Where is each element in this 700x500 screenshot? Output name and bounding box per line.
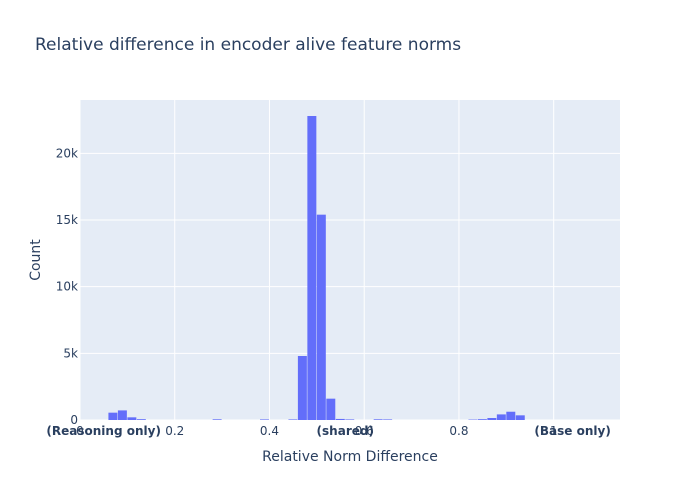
histogram-bar	[506, 411, 516, 420]
y-tick-label: 0	[70, 413, 78, 427]
x-axis-title: Relative Norm Difference	[262, 449, 438, 465]
histogram-bar	[335, 418, 345, 420]
histogram-bars	[108, 116, 525, 420]
y-axis-ticks: 0 5k 10k 15k 20k	[56, 146, 78, 427]
x-tick-label: 0.2	[165, 424, 184, 438]
region-annotation: (Base only)	[534, 424, 610, 438]
y-tick-label: 20k	[56, 146, 78, 160]
histogram-bar	[487, 418, 497, 420]
histogram-bar	[127, 417, 137, 420]
chart-title: Relative difference in encoder alive fea…	[35, 35, 461, 55]
histogram-bar	[117, 410, 127, 420]
histogram-bar	[316, 214, 326, 420]
plot-area	[80, 100, 620, 420]
histogram-bar	[477, 419, 487, 420]
histogram-bar	[288, 419, 298, 420]
region-annotation: (Reasoning only)	[46, 424, 161, 438]
histogram-bar	[383, 419, 393, 420]
histogram-bar	[260, 419, 269, 420]
histogram-bar	[212, 419, 222, 420]
histogram-bar	[515, 415, 525, 420]
x-tick-label: 0.8	[449, 424, 468, 438]
y-tick-label: 5k	[63, 346, 78, 360]
region-annotation: (shared)	[317, 424, 374, 438]
x-tick-label: 0.4	[260, 424, 279, 438]
x-tick-label: 0.6	[355, 424, 374, 438]
y-axis-title: Count	[28, 239, 44, 281]
histogram-bar	[297, 356, 307, 420]
histogram-bar	[373, 419, 383, 420]
histogram-bar	[307, 116, 317, 420]
histogram-bar	[345, 419, 355, 420]
x-axis-ticks: 0 0.2 0.4 0.6 0.8 1	[76, 424, 557, 438]
y-tick-label: 15k	[56, 213, 78, 227]
histogram-bar	[496, 414, 506, 420]
annotations: (Reasoning only) (shared) (Base only)	[46, 424, 610, 438]
x-tick-label: 0	[76, 424, 84, 438]
x-tick-label: 1	[550, 424, 558, 438]
histogram-bar	[326, 398, 336, 420]
y-tick-label: 10k	[56, 280, 78, 294]
gridlines	[79, 100, 620, 421]
histogram-bar	[136, 419, 146, 420]
histogram-bar	[108, 412, 118, 420]
